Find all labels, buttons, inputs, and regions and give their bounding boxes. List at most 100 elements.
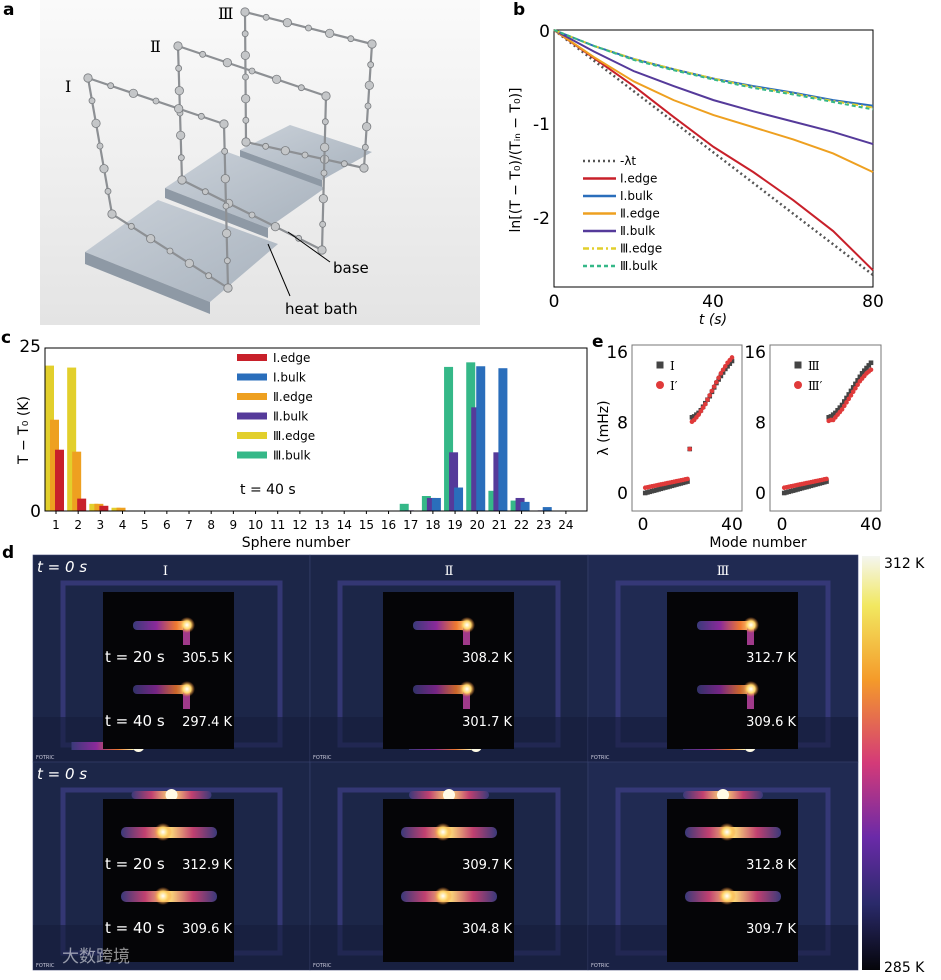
legend-marker: [794, 381, 802, 389]
data-point: [698, 408, 704, 414]
colorbar: [862, 556, 880, 970]
sphere-bead: [221, 147, 229, 155]
data-point: [839, 407, 845, 412]
thermal-image-row2-col1: t = 0 s t = 20 s t = 40 s 312.9 K 309.6 K FOT…: [32, 761, 311, 971]
time-lapse-inset: [103, 799, 234, 962]
base-I-side: [85, 252, 210, 314]
heat-bath-label: heat bath: [285, 300, 358, 318]
heat-bath-leader-line: [267, 243, 291, 297]
time-lapse-inset: [383, 592, 514, 749]
panel-a: a Ⅰ Ⅱ Ⅲ base heat bath: [3, 0, 480, 325]
sphere-bead: [367, 39, 377, 49]
line-series: [553, 29, 874, 276]
x-tick-label: 5: [141, 518, 149, 532]
panel-d: d t = 0 s t = 20 s t = 40 s 305.5 K 297.4 K Ⅰ…: [2, 543, 925, 976]
sphere-bead: [320, 169, 328, 177]
sphere-bead: [199, 50, 207, 58]
sphere-bead: [301, 151, 309, 159]
column-label: Ⅰ: [163, 564, 168, 579]
sphere-bead: [222, 58, 232, 68]
sphere-bead: [340, 160, 348, 168]
legend-label: Ⅰ′: [670, 379, 678, 393]
legend-label: Ⅲ′: [808, 379, 823, 393]
bar-Ⅲ.edge-3: [89, 503, 99, 511]
y-tick: 0: [755, 484, 766, 504]
sphere-bead: [220, 174, 230, 184]
heated-sphere: [718, 887, 736, 905]
x-tick: 0: [549, 292, 560, 312]
base-leader-line: [287, 231, 331, 263]
x-tick: 40: [702, 292, 724, 312]
data-point: [711, 384, 717, 389]
plot-frame: [631, 344, 743, 512]
sphere-bead: [280, 146, 290, 156]
y-tick: 8: [755, 414, 766, 434]
thermal-image-row1-col1: t = 0 s t = 20 s t = 40 s 305.5 K 297.4 K Ⅰ FO…: [32, 554, 311, 763]
x-tick: 40: [721, 515, 743, 535]
data-point: [846, 392, 852, 397]
sphere-bead: [107, 82, 115, 90]
sphere-bead: [367, 61, 375, 69]
legend-swatch: [237, 393, 267, 400]
sphere-frames: [83, 7, 377, 293]
x-tick-label: 23: [536, 518, 551, 532]
legend-label: Ⅰ: [670, 359, 675, 373]
bar-Ⅰ.bulk-22: [520, 501, 530, 511]
data-point: [709, 388, 715, 394]
sphere-bead: [107, 209, 117, 219]
data-point: [848, 393, 854, 398]
panel-label-d: d: [2, 543, 14, 563]
data-point: [853, 385, 858, 391]
series-line-3: [553, 29, 874, 174]
x-tick-label: 17: [403, 518, 418, 532]
max-temp-40s: 301.7 K: [462, 715, 512, 730]
data-point: [868, 367, 874, 373]
max-temp-40s: 304.8 K: [462, 922, 512, 937]
time-lapse-inset: [667, 799, 798, 962]
sphere-bead: [197, 112, 205, 120]
data-point: [714, 379, 719, 385]
thermal-image-row1-col3: 312.7 K 309.6 K Ⅲ FOTRIC: [587, 554, 859, 763]
sphere-bead: [152, 97, 160, 105]
data-point: [716, 375, 721, 381]
x-ticks: 1 2 3 4 5 6 7 8 9 10 11 12 13 14 15 16 17 18 19 20 21 22 23 24: [52, 511, 574, 532]
sphere-bead: [240, 7, 250, 17]
panel-label-a: a: [3, 0, 14, 20]
plot-frame: [44, 347, 588, 512]
bar-Ⅲ.bulk-19: [444, 366, 454, 511]
sphere-bead: [319, 220, 327, 228]
sphere-bead: [240, 50, 250, 60]
sphere-bead: [262, 13, 270, 21]
y-tick: 16: [744, 343, 766, 363]
data-point: [833, 410, 838, 416]
bar-Ⅲ.edge-1: [45, 365, 54, 511]
plot-frame: [769, 344, 882, 512]
thermal-image-row1-col2: 308.2 K 301.7 K Ⅱ FOTRIC: [309, 554, 589, 763]
sphere-bead: [362, 122, 372, 132]
sphere-bead: [295, 234, 303, 242]
sphere-bead: [282, 18, 292, 28]
x-tick-label: 12: [292, 518, 307, 532]
legend: Ⅰ.edge Ⅰ.bulk Ⅱ.edge Ⅱ.bulk Ⅲ.edge Ⅲ.bulk: [237, 351, 315, 463]
bar-Ⅱ.bulk-21: [493, 452, 503, 511]
time-label-20s: t = 20 s: [105, 855, 165, 873]
legend-swatch: [237, 432, 267, 439]
bar-Ⅲ.bulk-20: [466, 362, 476, 511]
y-tick: 8: [617, 414, 628, 434]
data-point: [844, 400, 849, 405]
data-point: [729, 358, 735, 364]
base-III-side: [240, 150, 322, 188]
data-point: [846, 396, 852, 402]
data-point: [685, 479, 690, 484]
bar-Ⅲ.bulk-18: [421, 496, 431, 511]
sphere-bead: [364, 80, 374, 90]
subplot-2: 0 8 16 0 40 Ⅲ Ⅲ′: [744, 343, 881, 535]
sphere-bead: [321, 91, 331, 101]
data-point: [837, 405, 843, 410]
data-point: [700, 405, 706, 410]
sphere-bead: [177, 154, 185, 162]
y-tick: -2: [533, 209, 550, 229]
legend-swatch: [237, 451, 267, 459]
sphere-bead: [347, 35, 355, 43]
legend-label: Ⅰ.edge: [273, 351, 310, 365]
